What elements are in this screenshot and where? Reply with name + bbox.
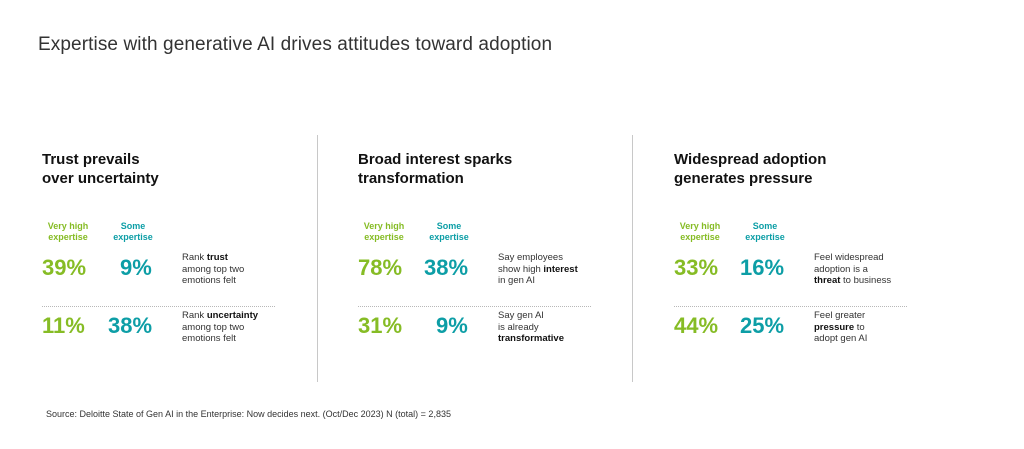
stat-description: Rank trust among top two emotions felt bbox=[182, 252, 244, 287]
description-text: adopt gen AI bbox=[814, 333, 868, 344]
very-high-value: 44% bbox=[674, 313, 719, 338]
emphasis-text: threat bbox=[814, 275, 841, 286]
description-text: among top two bbox=[182, 263, 245, 275]
legend-line: Very high bbox=[47, 221, 89, 231]
some-value: 16% bbox=[740, 255, 785, 280]
legend-line: expertise bbox=[680, 232, 720, 242]
description-text: Say employees bbox=[498, 252, 563, 263]
some-value: 25% bbox=[740, 313, 785, 338]
stat-row: 33% 16% Feel widespread adoption is a threat… bbox=[674, 252, 909, 299]
legend-line: Some bbox=[436, 221, 462, 231]
legend-very-high: Very high expertise bbox=[356, 221, 412, 243]
legend-line: Very high bbox=[679, 221, 721, 231]
stat-description: Say gen AI is already transformative bbox=[498, 310, 564, 345]
legend-line: Very high bbox=[363, 221, 405, 231]
source-note: Source: Deloitte State of Gen AI in the … bbox=[46, 409, 451, 419]
very-high-value: 33% bbox=[674, 255, 719, 280]
some-value: 9% bbox=[120, 255, 152, 280]
stat-description: Feel widespread adoption is a threat to bu… bbox=[814, 252, 891, 287]
emphasis-text: transformative bbox=[498, 333, 564, 344]
very-high-value: 39% bbox=[42, 255, 87, 280]
panel-3: Widespread adoption generates pressure Ver… bbox=[674, 150, 934, 344]
legend-line: expertise bbox=[113, 232, 153, 242]
description-text: is already bbox=[498, 321, 539, 333]
stat-description: Feel greater pressure to adopt gen AI bbox=[814, 310, 867, 345]
row-separator bbox=[674, 306, 907, 307]
description-text: show high bbox=[498, 263, 544, 275]
row-separator bbox=[358, 306, 591, 307]
legend-some: Some expertise bbox=[104, 221, 162, 243]
legend-very-high: Very high expertise bbox=[672, 221, 728, 243]
some-value: 38% bbox=[108, 313, 153, 338]
legend-line: expertise bbox=[364, 232, 404, 242]
description-text: emotions felt bbox=[182, 333, 236, 344]
panel-heading-line: Widespread adoption bbox=[674, 151, 827, 168]
panel-heading: Broad interest sparks transformation bbox=[358, 150, 618, 188]
stat-description: Say employees show high interest in gen AI bbox=[498, 252, 578, 287]
panel-heading: Widespread adoption generates pressure bbox=[674, 150, 934, 188]
emphasis-text: uncertainty bbox=[206, 310, 259, 321]
description-text: emotions felt bbox=[182, 275, 236, 286]
emphasis-text: pressure bbox=[814, 321, 855, 333]
description-text: adoption is a bbox=[814, 263, 868, 275]
panel-heading-line: generates pressure bbox=[674, 170, 813, 187]
description-text: to bbox=[854, 321, 865, 333]
very-high-value: 11% bbox=[42, 313, 85, 338]
description-text: Feel greater bbox=[814, 310, 866, 321]
legend-line: Some bbox=[752, 221, 778, 231]
legend-some: Some expertise bbox=[420, 221, 478, 243]
panel-heading: Trust prevails over uncertainty bbox=[42, 150, 302, 188]
very-high-value: 31% bbox=[358, 313, 403, 338]
panel-heading-line: transformation bbox=[358, 170, 464, 187]
panel-2: Broad interest sparks transformation Very … bbox=[358, 150, 618, 344]
some-value: 9% bbox=[436, 313, 468, 338]
legend-line: expertise bbox=[745, 232, 785, 242]
legend-line: expertise bbox=[429, 232, 469, 242]
very-high-value: 78% bbox=[358, 255, 403, 280]
panel-1: Trust prevails over uncertainty Very high e… bbox=[42, 150, 302, 344]
description-text: Feel widespread bbox=[814, 252, 884, 263]
row-separator bbox=[42, 306, 275, 307]
panel-heading-line: over uncertainty bbox=[42, 170, 159, 187]
stat-row: 39% 9% Rank trust among top two emotions fel… bbox=[42, 252, 277, 299]
panel-divider bbox=[317, 135, 318, 382]
emphasis-text: interest bbox=[543, 263, 578, 275]
stat-row: 31% 9% Say gen AI is already transformative bbox=[358, 310, 593, 357]
description-text: Say gen AI bbox=[498, 310, 544, 321]
description-text: to business bbox=[840, 275, 892, 286]
chart-title: Expertise with generative AI drives atti… bbox=[38, 34, 553, 55]
description-text: Rank bbox=[182, 252, 207, 263]
stat-row: 11% 38% Rank uncertainty among top two emoti… bbox=[42, 310, 277, 357]
legend-very-high: Very high expertise bbox=[40, 221, 96, 243]
description-text: among top two bbox=[182, 321, 245, 333]
stat-row: 44% 25% Feel greater pressure to adopt gen A… bbox=[674, 310, 909, 357]
stat-row: 78% 38% Say employees show high interest in … bbox=[358, 252, 593, 299]
some-value: 38% bbox=[424, 255, 469, 280]
panel-heading-line: Broad interest sparks bbox=[358, 151, 513, 168]
emphasis-text: trust bbox=[206, 252, 228, 263]
legend-some: Some expertise bbox=[736, 221, 794, 243]
legend-line: expertise bbox=[48, 232, 88, 242]
description-text: Rank bbox=[182, 310, 207, 321]
panel-heading-line: Trust prevails bbox=[42, 151, 140, 168]
legend-line: Some bbox=[120, 221, 146, 231]
stat-description: Rank uncertainty among top two emotions fe… bbox=[182, 310, 258, 345]
description-text: in gen AI bbox=[498, 275, 535, 286]
panel-divider bbox=[632, 135, 633, 382]
